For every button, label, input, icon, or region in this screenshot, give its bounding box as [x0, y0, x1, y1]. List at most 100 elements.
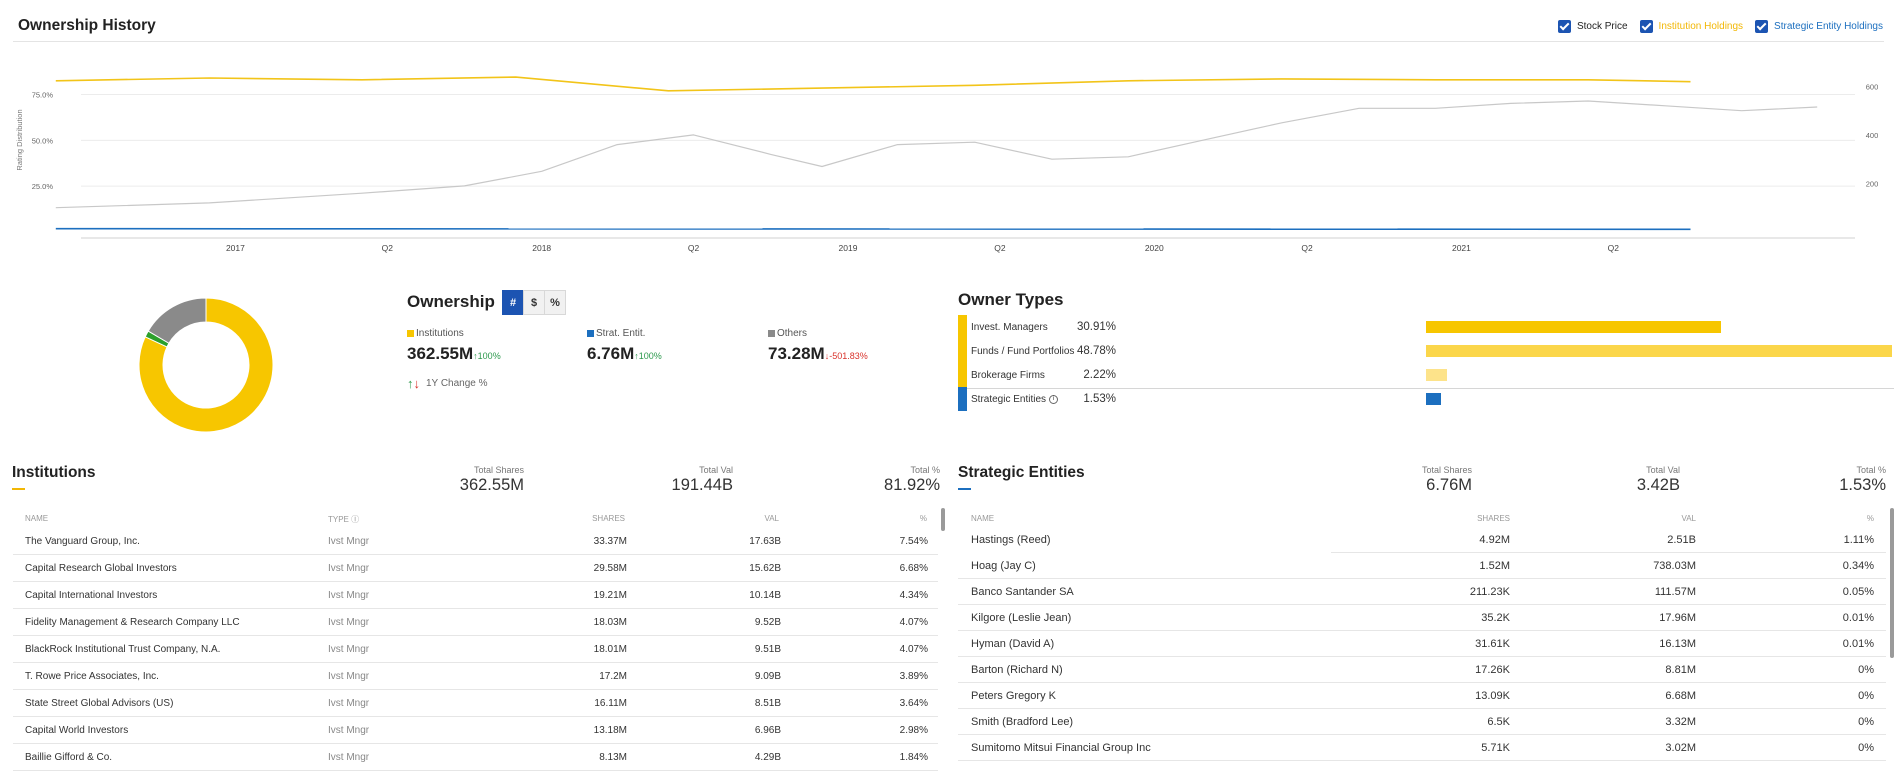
x-tick-label: 2017	[226, 243, 245, 253]
owner-type-bar	[1426, 393, 1441, 405]
row-name[interactable]: Kilgore (Leslie Jean)	[971, 612, 1072, 624]
col-header-name[interactable]: NAME	[971, 514, 995, 523]
table-row[interactable]: Kilgore (Leslie Jean) 35.2K 17.96M 0.01%	[958, 605, 1886, 631]
x-tick-label: Q2	[1301, 243, 1313, 253]
row-val: 6.68M	[1665, 690, 1696, 702]
col-header-shares[interactable]: SHARES	[592, 514, 625, 523]
inst-total-shares: Total Shares 362.55M	[460, 465, 524, 495]
row-name[interactable]: Smith (Bradford Lee)	[971, 716, 1074, 728]
table-row[interactable]: Capital World Investors Ivst Mngr 13.18M 6.…	[13, 717, 938, 744]
row-name[interactable]: Fidelity Management & Research Company L…	[25, 617, 240, 628]
row-name[interactable]: State Street Global Advisors (US)	[25, 698, 174, 709]
col-header-pct[interactable]: %	[919, 514, 927, 523]
table-row[interactable]: Hyman (David A) 31.61K 16.13M 0.01%	[958, 631, 1886, 657]
table-row[interactable]: State Street Global Advisors (US) Ivst Mn…	[13, 690, 938, 717]
col-header-val[interactable]: VAL	[1681, 514, 1696, 523]
row-name[interactable]: Banco Santander SA	[971, 586, 1074, 598]
y-right-tick-label: 600	[1866, 82, 1879, 91]
row-val: 15.62B	[749, 563, 781, 574]
owner-type-name: Invest. Managers	[971, 322, 1048, 333]
toggle-percent-button[interactable]: %	[544, 290, 566, 315]
table-row[interactable]: Hoag (Jay C) 1.52M 738.03M 0.34%	[958, 553, 1886, 579]
arrow-down-icon: ↓	[824, 351, 830, 361]
stock-price-checkbox[interactable]	[1557, 20, 1571, 33]
row-shares: 18.03M	[593, 617, 627, 628]
info-icon[interactable]: ⓘ	[351, 515, 360, 524]
table-row[interactable]: The Vanguard Group, Inc. Ivst Mngr 33.37M 1…	[13, 528, 938, 555]
toggle-count-button[interactable]: #	[502, 290, 524, 315]
row-name[interactable]: Baillie Gifford & Co.	[25, 752, 113, 763]
table-row[interactable]: Smith (Bradford Lee) 6.5K 3.32M 0%	[958, 709, 1886, 735]
stat-value: 6.76M	[1426, 476, 1472, 494]
ownership-history-chart[interactable]: 75.0% 50.0% 25.0% 600 400 200 Rating Distribut…	[0, 0, 1897, 260]
table-row[interactable]: Hastings (Reed) 4.92M 2.51B 1.11%	[971, 527, 1886, 553]
col-header-name[interactable]: NAME	[25, 514, 49, 523]
y-left-tick-label: 75.0%	[32, 91, 54, 100]
strategic-entity-holdings-checkbox[interactable]	[1755, 20, 1769, 33]
legend-institution-holdings[interactable]: Institution Holdings	[1639, 20, 1743, 33]
x-tick-label: 2020	[1145, 243, 1164, 253]
table-row[interactable]: Baillie Gifford & Co. Ivst Mngr 8.13M 4.29B…	[13, 744, 938, 771]
strategic-holdings-line	[55, 227, 1691, 231]
owner-type-marker	[958, 315, 967, 339]
table-row[interactable]: Peters Gregory K 13.09K 6.68M 0%	[958, 683, 1886, 709]
row-name[interactable]: Hastings (Reed)	[971, 534, 1051, 546]
row-name[interactable]: BlackRock Institutional Trust Company, N…	[25, 644, 221, 655]
table-row[interactable]: Fidelity Management & Research Company L…	[13, 609, 938, 636]
institution-holdings-checkbox[interactable]	[1639, 20, 1653, 33]
row-type: Ivst Mngr	[328, 536, 370, 547]
institutions-scrollbar[interactable]	[941, 508, 945, 531]
inst-total-pct: Total % 81.92%	[884, 465, 940, 495]
row-name[interactable]: The Vanguard Group, Inc.	[25, 536, 140, 547]
table-row[interactable]: Barton (Richard N) 17.26K 8.81M 0%	[958, 657, 1886, 683]
owner-type-bar	[1426, 321, 1722, 333]
donut-slice-others[interactable]	[147, 297, 207, 344]
ownership-mode-toggle: # $ %	[502, 290, 566, 315]
info-icon[interactable]: i	[1048, 394, 1058, 404]
table-row[interactable]: Capital Research Global Investors Ivst Mn…	[13, 555, 938, 582]
table-row[interactable]: Capital International Investors Ivst Mngr…	[13, 582, 938, 609]
row-name[interactable]: Capital Research Global Investors	[25, 563, 177, 574]
y-right-tick-label: 200	[1866, 179, 1879, 188]
col-header-pct[interactable]: %	[1866, 514, 1874, 523]
table-row[interactable]: BlackRock Institutional Trust Company, N…	[13, 636, 938, 663]
owner-type-pct: 30.91%	[1076, 321, 1116, 333]
stat-value: 3.42B	[1636, 476, 1680, 494]
row-name[interactable]: Capital World Investors	[25, 725, 129, 736]
row-name[interactable]: Hoag (Jay C)	[971, 560, 1036, 572]
ownership-donut-chart	[138, 297, 274, 433]
table-row[interactable]: Banco Santander SA 211.23K 111.57M 0.05%	[958, 579, 1886, 605]
row-type: Ivst Mngr	[328, 617, 370, 628]
col-header-type[interactable]: TYPE ⓘ	[328, 514, 359, 525]
legend-strategic-entity-holdings[interactable]: Strategic Entity Holdings	[1755, 20, 1883, 33]
row-type: Ivst Mngr	[328, 563, 370, 574]
row-name[interactable]: Hyman (David A)	[971, 638, 1055, 650]
row-name[interactable]: T. Rowe Price Associates, Inc.	[25, 671, 159, 682]
col-header-shares[interactable]: SHARES	[1477, 514, 1510, 523]
owner-type-bar	[1426, 369, 1448, 381]
row-val: 16.13M	[1659, 638, 1696, 650]
table-row[interactable]: Sumitomo Mitsui Financial Group Inc 5.71K…	[958, 735, 1886, 761]
owner-type-pct: 48.78%	[1076, 345, 1116, 357]
row-val: 6.96B	[754, 725, 781, 736]
table-row[interactable]: T. Rowe Price Associates, Inc. Ivst Mngr 1…	[13, 663, 938, 690]
row-name[interactable]: Peters Gregory K	[971, 690, 1056, 702]
row-pct: 7.54%	[899, 536, 928, 547]
strategic-scrollbar[interactable]	[1890, 508, 1894, 658]
donut-slice-institutions[interactable]	[138, 297, 274, 433]
row-name[interactable]: Barton (Richard N)	[971, 664, 1063, 676]
others-change: -501.83%	[829, 351, 868, 361]
row-type: Ivst Mngr	[328, 644, 370, 655]
x-tick-label: 2018	[532, 243, 551, 253]
row-pct: 3.64%	[899, 698, 928, 709]
row-name[interactable]: Sumitomo Mitsui Financial Group Inc	[971, 742, 1151, 754]
ownership-strategic: Strat. Entit. 6.76M↑100%	[587, 328, 662, 364]
institutions-change: 100%	[477, 351, 501, 361]
row-name[interactable]: Capital International Investors	[25, 590, 158, 601]
legend-stock-price[interactable]: Stock Price	[1557, 20, 1628, 33]
stat-label: Total Shares	[473, 465, 524, 475]
toggle-dollar-button[interactable]: $	[523, 290, 545, 315]
row-pct: 0.01%	[1842, 638, 1874, 650]
institution-holdings-line	[55, 76, 1691, 92]
col-header-val[interactable]: VAL	[764, 514, 779, 523]
